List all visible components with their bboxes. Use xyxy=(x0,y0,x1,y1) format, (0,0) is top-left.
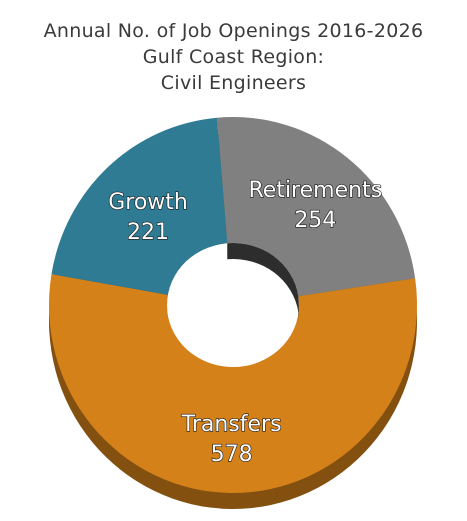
donut-hole xyxy=(167,243,299,367)
title-line-3: Civil Engineers xyxy=(160,72,307,94)
slice-value-transfers: 578 xyxy=(211,442,253,467)
slice-growth xyxy=(51,117,228,295)
slice-value-growth: 221 xyxy=(127,220,169,245)
title-line-1: Annual No. of Job Openings 2016-2026 xyxy=(43,20,424,42)
slice-value-retirements: 254 xyxy=(294,208,336,233)
slice-transfers xyxy=(48,274,418,493)
slice-label-growth: Growth xyxy=(108,190,188,215)
donut-center-hole xyxy=(167,243,299,367)
hole-wall-retirements xyxy=(227,243,299,313)
hole-wall-transfers xyxy=(298,296,299,321)
slice-label-transfers: Transfers xyxy=(181,412,282,437)
donut-slices xyxy=(48,117,418,493)
chart-title: Annual No. of Job Openings 2016-2026 Gul… xyxy=(0,18,467,96)
slice-retirements xyxy=(216,117,416,297)
slice-label-retirements: Retirements xyxy=(248,178,382,203)
donut-labels: Retirements 254 Transfers 578 Growth 221 xyxy=(108,177,383,467)
title-line-2: Gulf Coast Region: xyxy=(142,46,325,68)
